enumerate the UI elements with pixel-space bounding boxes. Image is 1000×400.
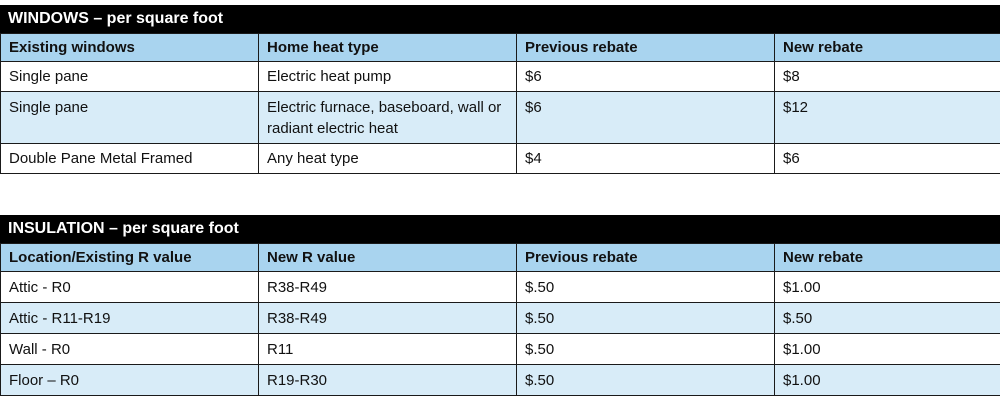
table-cell: $.50: [516, 364, 775, 396]
table-cell: Single pane: [0, 91, 259, 144]
windows-rebate-table: Existing windows Home heat type Previous…: [0, 33, 1000, 174]
windows-section: WINDOWS – per square foot Existing windo…: [0, 5, 1000, 174]
table-row: Attic - R11-R19 R38-R49 $.50 $.50: [0, 302, 1000, 334]
table-cell: $.50: [516, 333, 775, 365]
insulation-section: INSULATION – per square foot Location/Ex…: [0, 215, 1000, 396]
table-cell: $1.00: [774, 364, 1000, 396]
table-cell: Floor – R0: [0, 364, 259, 396]
table-header-row: Location/Existing R value New R value Pr…: [0, 243, 1000, 272]
column-header: Previous rebate: [516, 33, 775, 62]
insulation-section-title: INSULATION – per square foot: [0, 215, 1000, 243]
table-cell: R19-R30: [258, 364, 517, 396]
table-header-row: Existing windows Home heat type Previous…: [0, 33, 1000, 62]
table-row: Double Pane Metal Framed Any heat type $…: [0, 143, 1000, 174]
table-cell: Double Pane Metal Framed: [0, 143, 259, 174]
table-cell: $12: [774, 91, 1000, 144]
table-row: Single pane Electric furnace, baseboard,…: [0, 91, 1000, 144]
table-cell: Single pane: [0, 61, 259, 92]
table-cell: $6: [516, 61, 775, 92]
table-cell: $1.00: [774, 333, 1000, 365]
table-cell: $8: [774, 61, 1000, 92]
column-header: Location/Existing R value: [0, 243, 259, 272]
insulation-rebate-table: Location/Existing R value New R value Pr…: [0, 243, 1000, 396]
column-header: New rebate: [774, 243, 1000, 272]
table-cell: Attic - R0: [0, 271, 259, 303]
table-cell: R38-R49: [258, 302, 517, 334]
table-cell: R11: [258, 333, 517, 365]
table-row: Attic - R0 R38-R49 $.50 $1.00: [0, 271, 1000, 303]
table-cell: $6: [774, 143, 1000, 174]
table-cell: $1.00: [774, 271, 1000, 303]
table-cell: $.50: [774, 302, 1000, 334]
table-row: Floor – R0 R19-R30 $.50 $1.00: [0, 364, 1000, 396]
table-cell: Wall - R0: [0, 333, 259, 365]
table-cell: Any heat type: [258, 143, 517, 174]
table-cell: $4: [516, 143, 775, 174]
column-header: Existing windows: [0, 33, 259, 62]
windows-section-title: WINDOWS – per square foot: [0, 5, 1000, 33]
table-row: Wall - R0 R11 $.50 $1.00: [0, 333, 1000, 365]
column-header: New rebate: [774, 33, 1000, 62]
table-cell: Electric heat pump: [258, 61, 517, 92]
table-row: Single pane Electric heat pump $6 $8: [0, 61, 1000, 92]
table-cell: $.50: [516, 271, 775, 303]
column-header: Home heat type: [258, 33, 517, 62]
table-cell: $6: [516, 91, 775, 144]
table-cell: Attic - R11-R19: [0, 302, 259, 334]
column-header: New R value: [258, 243, 517, 272]
table-cell: Electric furnace, baseboard, wall or rad…: [258, 91, 517, 144]
table-cell: $.50: [516, 302, 775, 334]
table-cell: R38-R49: [258, 271, 517, 303]
column-header: Previous rebate: [516, 243, 775, 272]
